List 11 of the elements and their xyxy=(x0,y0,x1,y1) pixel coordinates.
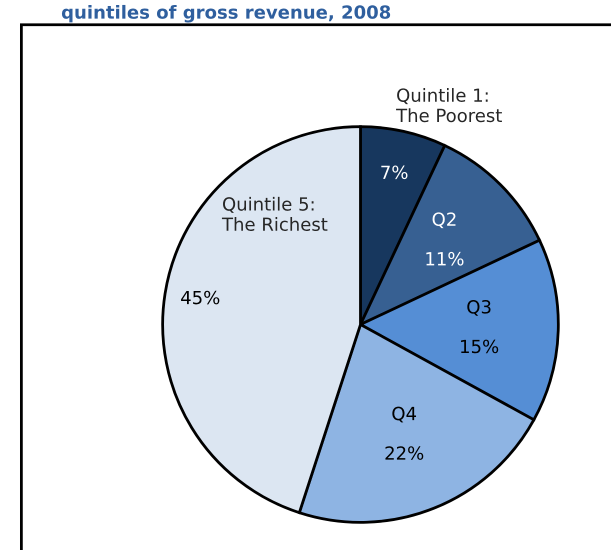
data-label: 11% xyxy=(426,252,464,266)
slice-label: Q2 xyxy=(432,212,456,228)
data-label: 45% xyxy=(181,290,220,304)
slice-label: Quintile 5: The Richest xyxy=(222,196,328,232)
data-label: 22% xyxy=(385,446,424,460)
slice-label: Q4 xyxy=(392,406,416,422)
chart-title: quintiles of gross revenue, 2008 xyxy=(62,4,390,23)
data-label: 7% xyxy=(381,165,408,180)
slice-label: Quintile 1: The Poorest xyxy=(396,88,502,122)
data-label: 15% xyxy=(461,340,498,354)
slice-label: Q3 xyxy=(467,300,491,316)
